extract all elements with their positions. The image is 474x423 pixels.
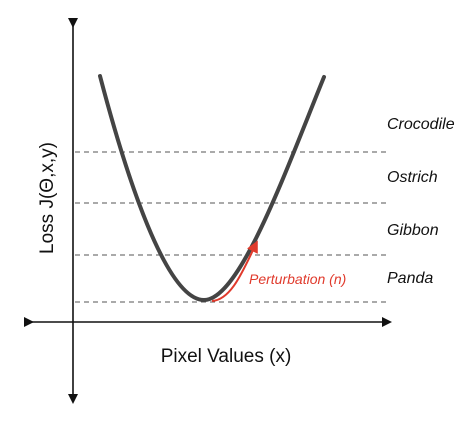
- class-label-ostrich: Ostrich: [387, 169, 438, 186]
- perturbation-arrow: [211, 240, 258, 302]
- y-axis-label: Loss J(Θ,x,y): [37, 142, 58, 254]
- loss-curve: [98, 74, 326, 303]
- x-axis-label: Pixel Values (x): [161, 346, 292, 367]
- class-label-crocodile: Crocodile: [387, 116, 455, 133]
- class-label-gibbon: Gibbon: [387, 222, 439, 239]
- class-label-panda: Panda: [387, 270, 433, 287]
- perturbation-label: Perturbation (n): [249, 271, 346, 287]
